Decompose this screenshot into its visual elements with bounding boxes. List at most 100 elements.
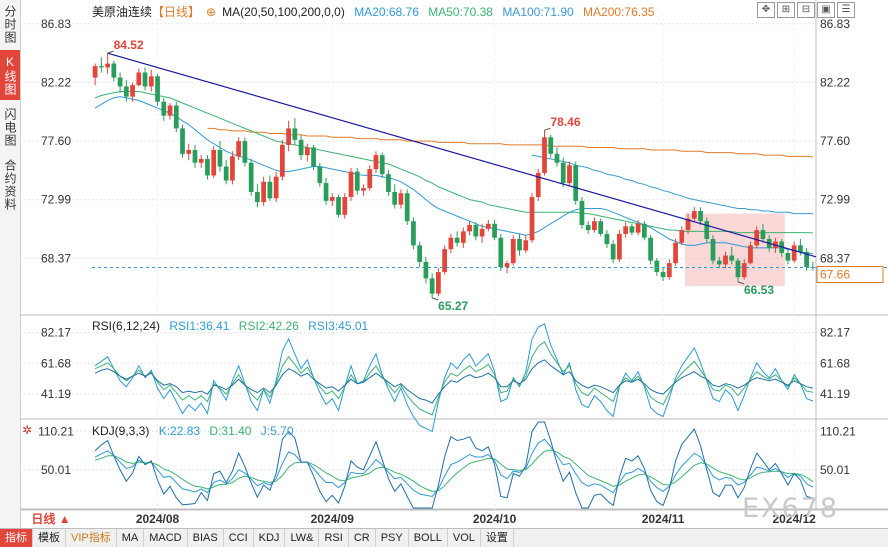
candle-body	[373, 155, 379, 170]
candle-body	[442, 249, 448, 273]
kdj-tick-left: 50.01	[41, 463, 71, 477]
settings-icon[interactable]: ☰	[837, 2, 855, 18]
candle-body	[523, 240, 529, 251]
ma50-line	[94, 91, 813, 234]
candle-body	[504, 263, 510, 267]
candle-body	[404, 193, 410, 222]
candle-body	[691, 211, 697, 219]
candle-body	[610, 244, 616, 260]
candle-body	[105, 63, 110, 68]
candle-body	[641, 223, 647, 238]
tab-timeshare[interactable]: 分时图	[3, 4, 17, 44]
candle-body	[398, 193, 404, 205]
candle-body	[142, 72, 148, 87]
candle-body	[498, 237, 504, 267]
candle-body	[573, 165, 579, 201]
indicator-button-6[interactable]: CCI	[224, 529, 254, 547]
tab-contract-info[interactable]: 合约资料	[3, 159, 17, 211]
ma200-value: MA200:76.35	[583, 5, 655, 19]
time-tick-label: 2024/12	[772, 512, 816, 526]
candle-body	[92, 66, 98, 78]
candle-body	[436, 272, 441, 294]
indicator-button-7[interactable]: KDJ	[254, 529, 286, 547]
rsi-legend: RSI(6,12,24) RSI1:36.41 RSI2:42.26 RSI3:…	[92, 319, 374, 333]
candle-body	[660, 272, 666, 278]
rsi-tick-left: 61.68	[41, 356, 71, 370]
candle-body	[111, 63, 117, 78]
rsi-params: RSI(6,12,24)	[92, 319, 161, 333]
candle-body	[548, 137, 554, 154]
period-selector[interactable]: 日线 ▲	[31, 512, 71, 526]
move-icon[interactable]: ✥	[757, 2, 775, 18]
candle-body	[723, 255, 728, 265]
indicator-button-4[interactable]: MACD	[144, 529, 188, 547]
price-tick-left: 77.60	[41, 134, 71, 148]
candle-body	[479, 228, 485, 237]
candle-body	[598, 221, 604, 234]
candle-body	[230, 156, 235, 181]
candle-body	[485, 223, 491, 229]
candle-body	[579, 200, 585, 226]
indicator-button-5[interactable]: BIAS	[188, 529, 224, 547]
candle-body	[460, 231, 466, 243]
chart-area[interactable]: 86.83 86.83 82.22 82.22 77.60 77.60 72.99 72.99…	[20, 0, 888, 528]
candle-body	[517, 239, 522, 251]
candle-body	[585, 225, 591, 231]
candle-body	[361, 188, 366, 191]
indicator-button-13[interactable]: VOL	[448, 529, 481, 547]
candle-body	[716, 260, 722, 265]
rsi1-value: RSI1:36.41	[169, 319, 230, 333]
candle-body	[648, 237, 653, 261]
settings-small-icon[interactable]: ⊕	[206, 5, 217, 19]
indicator-button-10[interactable]: CR	[349, 529, 376, 547]
kdj-params: KDJ(9,3,3)	[92, 424, 150, 438]
candle-body	[654, 260, 660, 273]
fit-icon[interactable]: ▣	[817, 2, 835, 18]
candle-body	[148, 76, 154, 87]
indicator-button-1[interactable]: 模板	[33, 529, 66, 547]
indicator-button-9[interactable]: RSI	[319, 529, 349, 547]
indicator-button-11[interactable]: PSY	[376, 529, 409, 547]
price-tick-right: 86.83	[820, 17, 850, 31]
tab-lightning[interactable]: 闪电图	[3, 107, 17, 147]
kdj-settings-icon[interactable]: ✲	[22, 423, 32, 437]
candle-body	[760, 230, 766, 239]
current-price-label: 67.66	[820, 267, 850, 281]
trend-line[interactable]	[107, 52, 817, 258]
price-tick-right: 82.22	[820, 75, 850, 89]
indicator-button-0[interactable]: 指标	[0, 529, 33, 547]
candle-body	[198, 158, 204, 163]
zoom-in-icon[interactable]: ⊞	[777, 2, 795, 18]
candle-body	[192, 150, 198, 163]
candle-body	[666, 263, 672, 278]
zoom-out-icon[interactable]: ⊟	[797, 2, 815, 18]
indicator-button-8[interactable]: LW&	[285, 529, 320, 547]
d-value: D:31.40	[209, 424, 252, 438]
indicator-button-12[interactable]: BOLL	[409, 529, 448, 547]
ma20-line	[94, 96, 813, 254]
watermark: EX678	[742, 493, 840, 524]
candle-body	[130, 85, 135, 97]
kdj-legend: KDJ(9,3,3) K:22.83 D:31.40 J:5.70	[92, 424, 300, 438]
indicator-bar: 指标 模板 VIP指标 MA MACD BIAS CCI KDJ LW& RSI CR PSY BOLL…	[0, 528, 888, 547]
indicator-button-14[interactable]: 设置	[481, 529, 514, 547]
high-marker-1: 84.52	[114, 38, 144, 52]
candle-body	[173, 105, 179, 129]
kdj-tick-right: 110.21	[820, 424, 856, 438]
sidebar: 分时图 K线图 闪电图 合约资料	[0, 0, 21, 546]
candle-body	[273, 176, 279, 199]
candle-body	[242, 141, 248, 163]
indicator-button-3[interactable]: MA	[117, 529, 145, 547]
kdj-line-k	[94, 438, 814, 498]
candle-body	[785, 252, 791, 261]
candle-body	[329, 197, 335, 201]
candle-body	[567, 165, 572, 184]
candle-body	[311, 147, 316, 167]
low-marker-2-pointer	[737, 281, 745, 285]
candle-body	[454, 237, 460, 243]
candle-body	[180, 128, 185, 154]
time-tick-label: 2024/09	[311, 512, 355, 526]
tab-kline[interactable]: K线图	[0, 50, 20, 100]
indicator-button-2[interactable]: VIP指标	[66, 529, 117, 547]
instrument-name: 美原油连续	[92, 5, 153, 19]
